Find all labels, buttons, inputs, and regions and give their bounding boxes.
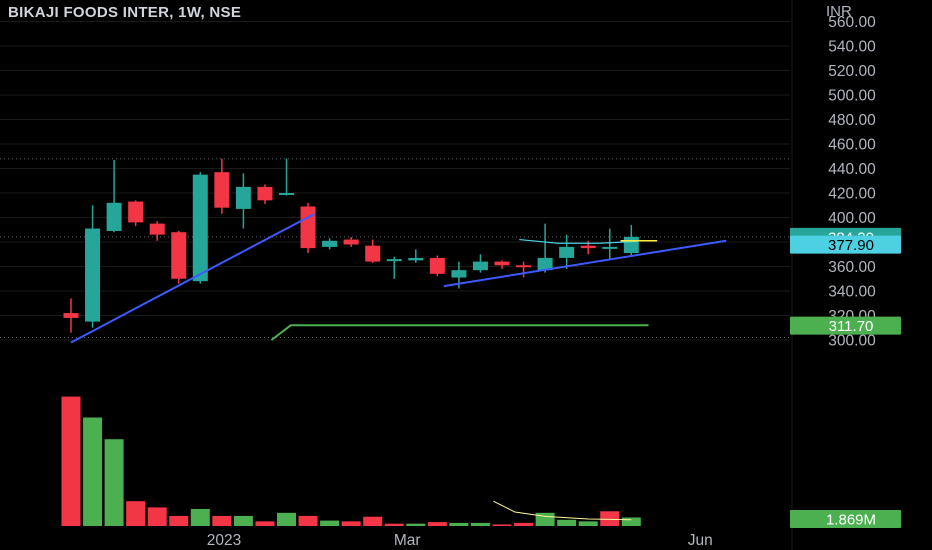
volume-bar [535,512,555,526]
time-tick-label: Jun [688,532,713,549]
volume-bar [320,520,340,526]
price-tick-label: 360.00 [828,259,876,276]
price-tick-label: 480.00 [828,112,876,129]
price-badge-label: 311.70 [829,318,874,335]
candle-body [171,232,187,279]
volume-bar [277,512,296,526]
volume-bar [514,522,534,526]
trendline [70,212,315,344]
volume-bar [255,521,275,526]
drawings[interactable] [70,212,727,521]
candle-body [602,246,618,249]
price-tick-label: 520.00 [828,63,876,80]
volume-bar [169,515,189,526]
candle-body [235,186,251,209]
volume-bar [406,523,426,526]
volume-bar [190,508,210,526]
volume-bar [104,439,124,526]
time-tick-label: Mar [394,532,421,549]
volume-bar [427,522,447,526]
candle-body [559,246,575,258]
candle-body [451,270,467,278]
price-tick-label: 560.00 [828,14,876,31]
price-badge-label: 1.869M [826,512,876,529]
candle-body [85,228,101,322]
volume-bar [621,517,641,526]
price-tick-label: 300.00 [828,333,876,350]
price-tick-label: 540.00 [828,39,876,56]
candle-body [214,172,230,208]
candle-body [623,236,639,254]
time-axis[interactable]: 2023 Mar Jun [207,532,713,549]
green-level-line [270,324,649,341]
candle-body [128,201,144,223]
price-tick-label: 340.00 [828,284,876,301]
candle-body [472,261,488,271]
volume-bar [492,524,512,526]
candle-body [343,239,359,245]
price-badge [790,510,901,528]
trendline [443,239,727,288]
volume-ma-curve [493,500,632,521]
candles [63,158,639,333]
candle-body [365,245,381,262]
volume-bar [126,501,146,526]
volume-bar [384,523,404,526]
candle-body [192,174,208,282]
price-badge [790,316,901,335]
volume-bar [449,522,469,526]
candle-body [322,240,338,247]
price-badge [790,235,901,254]
candle-body [516,265,532,268]
volume-bar [600,511,620,526]
currency-label: INR [826,3,852,20]
price-tick-label: 400.00 [828,210,876,227]
cyan-ma-curve [519,238,638,244]
volume-bar [61,396,81,526]
volume-bar [233,515,253,526]
candle-body [106,202,122,231]
price-axis[interactable]: 300.00320.00340.00360.00380.00400.00420.… [791,0,876,550]
candle-body [63,313,79,318]
candle-body [386,259,402,262]
candle-body [300,206,316,249]
price-tick-label: 460.00 [828,137,876,154]
candle-body [279,193,294,195]
volume-bar [298,515,318,526]
candle-body [537,257,553,271]
volume-bar [363,516,383,526]
candle-body [149,223,165,235]
volume-bar [83,417,103,526]
candle-body [494,261,510,266]
volume-bar [578,521,598,526]
candle-body [408,257,424,261]
volume-bar [557,519,577,526]
candle-body [429,257,445,274]
time-tick-label: 2023 [207,532,241,549]
volume-bar [212,515,232,526]
price-tick-label: 500.00 [828,88,876,105]
price-badge-label: 377.90 [828,237,874,254]
price-tick-label: 440.00 [828,161,876,178]
chart-title: BIKAJI FOODS INTER, 1W, NSE [8,4,242,21]
candle-body [580,245,596,249]
horizontal-levels [0,158,790,339]
candle-body [257,186,273,201]
grid-layer [0,21,790,341]
price-tick-label: 420.00 [828,186,876,203]
volume-bar [341,521,361,526]
volume-bar [147,507,167,526]
volume-bars [61,396,641,526]
volume-bar [470,522,490,526]
